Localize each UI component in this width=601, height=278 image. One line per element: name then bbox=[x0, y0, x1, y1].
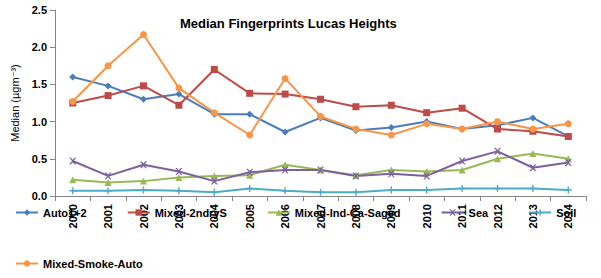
svg-text:0.0: 0.0 bbox=[32, 190, 47, 202]
svg-text:Soil: Soil bbox=[556, 207, 576, 219]
svg-text:2002: 2002 bbox=[138, 204, 150, 228]
svg-text:2010: 2010 bbox=[421, 204, 433, 228]
svg-text:Mixed-2ndryS: Mixed-2ndryS bbox=[155, 207, 227, 219]
svg-text:2013: 2013 bbox=[527, 204, 539, 228]
svg-text:0.5: 0.5 bbox=[32, 153, 47, 165]
svg-text:Auto1+2: Auto1+2 bbox=[43, 207, 87, 219]
svg-text:2012: 2012 bbox=[492, 204, 504, 228]
svg-text:2011: 2011 bbox=[456, 204, 468, 228]
svg-text:Median Fingerprints Lucas Heig: Median Fingerprints Lucas Heights bbox=[180, 16, 397, 31]
svg-text:Sea: Sea bbox=[469, 207, 489, 219]
svg-text:Mixed-Smoke-Auto: Mixed-Smoke-Auto bbox=[43, 258, 143, 270]
svg-text:Mixed-Ind-Ca-Saged: Mixed-Ind-Ca-Saged bbox=[295, 207, 401, 219]
svg-text:2.5: 2.5 bbox=[32, 4, 47, 16]
svg-text:1.0: 1.0 bbox=[32, 116, 47, 128]
svg-text:2001: 2001 bbox=[102, 204, 114, 228]
svg-text:2005: 2005 bbox=[244, 204, 256, 228]
svg-text:1.5: 1.5 bbox=[32, 78, 47, 90]
svg-text:2.0: 2.0 bbox=[32, 41, 47, 53]
svg-text:2006: 2006 bbox=[279, 204, 291, 228]
svg-text:Median (µgm⁻³): Median (µgm⁻³) bbox=[9, 64, 21, 142]
